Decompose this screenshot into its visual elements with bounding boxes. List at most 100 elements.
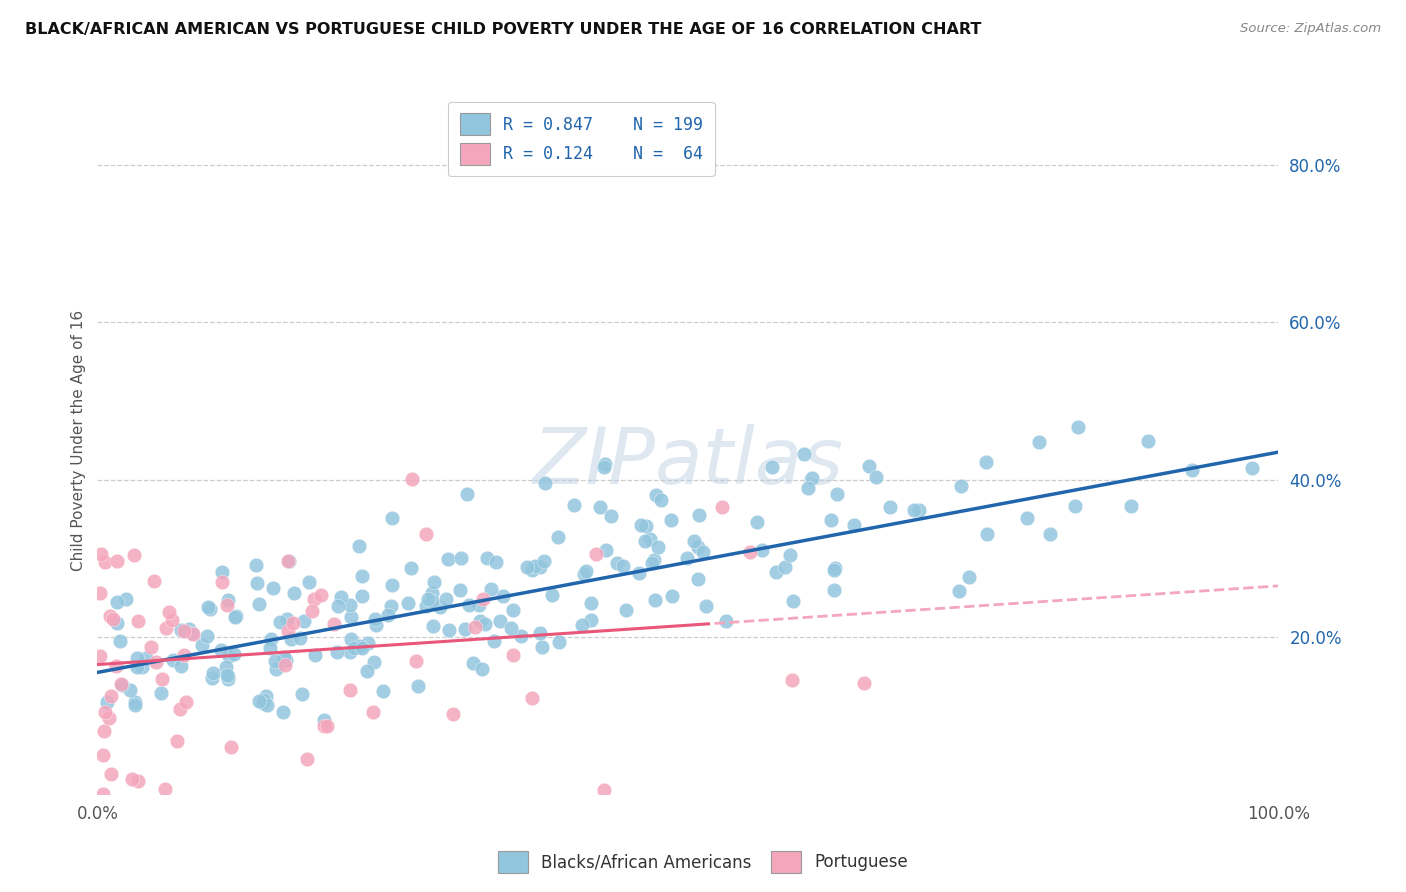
Point (579, 613, 602, 627)
Point (492, 589, 515, 603)
Point (630, 518, 652, 533)
Point (471, 591, 494, 606)
Point (676, 551, 699, 566)
Point (124, 698, 146, 713)
Point (93, 556, 115, 570)
Point (585, 547, 607, 561)
Point (454, 622, 477, 636)
Point (484, 555, 506, 569)
Point (593, 457, 616, 471)
Point (157, 605, 180, 619)
Point (581, 596, 603, 610)
Point (124, 696, 146, 710)
Point (650, 493, 672, 508)
Point (309, 588, 332, 602)
Point (823, 563, 845, 577)
Point (105, 595, 128, 609)
Point (477, 550, 499, 565)
Point (643, 553, 665, 567)
Point (441, 706, 464, 721)
Point (950, 479, 973, 493)
Point (91, 747, 114, 762)
Point (865, 469, 887, 483)
Point (738, 545, 761, 559)
Point (155, 621, 177, 635)
Point (797, 481, 820, 495)
Point (502, 603, 524, 617)
Point (976, 455, 998, 469)
Point (197, 600, 219, 615)
Point (224, 610, 246, 624)
Point (533, 475, 555, 490)
Point (131, 660, 153, 674)
Point (644, 488, 666, 502)
Point (253, 693, 276, 707)
Point (162, 653, 184, 667)
Point (853, 676, 876, 690)
Point (1015, 511, 1038, 525)
Point (218, 648, 240, 663)
Point (405, 654, 427, 668)
Point (181, 627, 204, 641)
Point (688, 508, 710, 522)
Point (858, 458, 880, 473)
Point (524, 559, 547, 574)
Point (976, 527, 998, 541)
Point (127, 660, 149, 674)
Point (274, 652, 297, 666)
Point (150, 686, 173, 700)
Point (540, 588, 562, 602)
Point (273, 658, 295, 673)
Point (100, 609, 122, 624)
Point (121, 772, 143, 786)
Point (278, 554, 301, 568)
Legend: R = 0.847    N = 199, R = 0.124    N =  64: R = 0.847 N = 199, R = 0.124 N = 64 (449, 102, 714, 177)
Point (217, 593, 239, 607)
Point (612, 558, 634, 573)
Point (614, 603, 637, 617)
Point (401, 472, 423, 486)
Point (547, 634, 569, 648)
Point (155, 782, 177, 797)
Point (127, 614, 149, 628)
Point (434, 592, 457, 607)
Point (350, 569, 373, 583)
Point (686, 572, 709, 586)
Point (202, 666, 225, 681)
Point (773, 559, 796, 574)
Point (114, 591, 136, 606)
Point (339, 645, 361, 659)
Point (820, 513, 842, 527)
Point (89, 586, 111, 600)
Point (339, 683, 361, 698)
Point (1119, 499, 1142, 513)
Point (280, 632, 302, 646)
Point (209, 643, 232, 657)
Point (647, 541, 669, 555)
Point (371, 684, 394, 698)
Point (264, 663, 287, 677)
Point (464, 620, 486, 634)
Point (714, 614, 737, 628)
Point (377, 607, 399, 622)
Point (292, 615, 315, 629)
Point (271, 705, 294, 719)
Point (499, 622, 522, 636)
Point (593, 783, 616, 797)
Point (547, 530, 569, 544)
Point (381, 511, 404, 525)
Point (195, 629, 218, 643)
Point (531, 640, 554, 655)
Point (89, 648, 111, 663)
Point (143, 574, 166, 588)
Point (169, 701, 191, 715)
Point (211, 566, 233, 580)
Point (844, 517, 866, 532)
Point (125, 650, 148, 665)
Point (295, 752, 318, 766)
Point (110, 634, 132, 648)
Point (429, 600, 451, 615)
Point (564, 498, 586, 512)
Point (173, 624, 195, 638)
Point (903, 503, 925, 517)
